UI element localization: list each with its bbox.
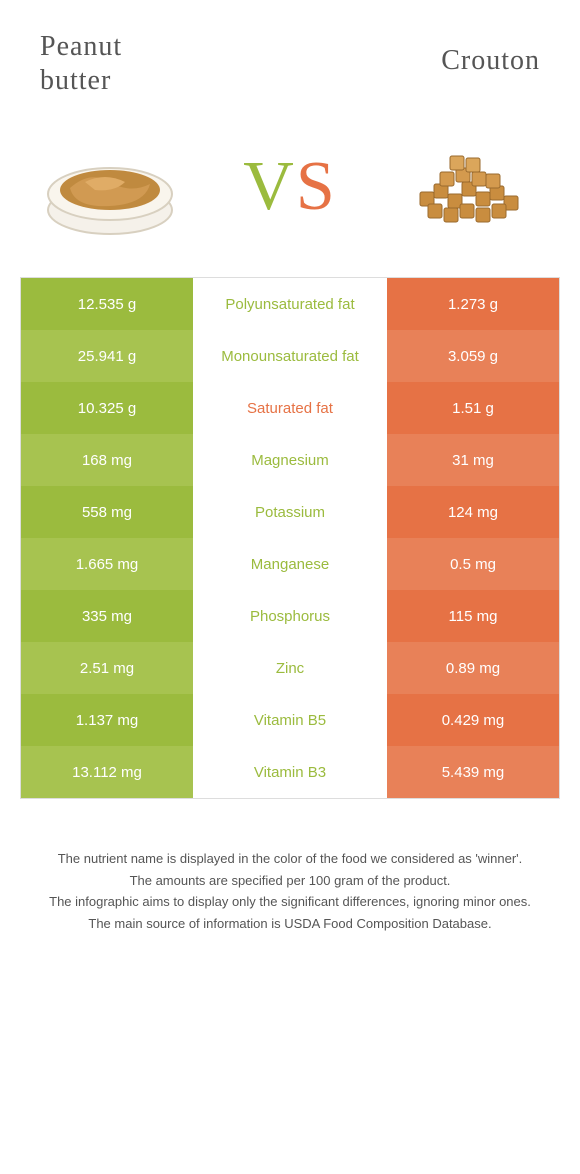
vs-badge: VS bbox=[243, 147, 337, 227]
left-value: 25.941 g bbox=[21, 330, 193, 382]
nutrient-label: Phosphorus bbox=[193, 590, 387, 642]
left-value: 168 mg bbox=[21, 434, 193, 486]
left-value: 335 mg bbox=[21, 590, 193, 642]
nutrient-label: Zinc bbox=[193, 642, 387, 694]
table-row: 25.941 gMonounsaturated fat3.059 g bbox=[21, 330, 559, 382]
left-value: 1.665 mg bbox=[21, 538, 193, 590]
nutrient-label: Vitamin B3 bbox=[193, 746, 387, 798]
peanut-butter-image bbox=[30, 127, 190, 247]
hero-row: VS bbox=[0, 117, 580, 277]
left-value: 2.51 mg bbox=[21, 642, 193, 694]
table-row: 168 mgMagnesium31 mg bbox=[21, 434, 559, 486]
right-value: 31 mg bbox=[387, 434, 559, 486]
right-value: 1.51 g bbox=[387, 382, 559, 434]
left-value: 558 mg bbox=[21, 486, 193, 538]
right-value: 0.5 mg bbox=[387, 538, 559, 590]
nutrient-label: Manganese bbox=[193, 538, 387, 590]
nutrient-label: Monounsaturated fat bbox=[193, 330, 387, 382]
table-row: 335 mgPhosphorus115 mg bbox=[21, 590, 559, 642]
right-value: 5.439 mg bbox=[387, 746, 559, 798]
table-row: 558 mgPotassium124 mg bbox=[21, 486, 559, 538]
right-value: 115 mg bbox=[387, 590, 559, 642]
footnote-line: The infographic aims to display only the… bbox=[30, 892, 550, 912]
header: Peanut butter Crouton bbox=[0, 20, 580, 117]
left-value: 1.137 mg bbox=[21, 694, 193, 746]
vs-letter-s: S bbox=[296, 148, 337, 225]
comparison-table: 12.535 gPolyunsaturated fat1.273 g25.941… bbox=[20, 277, 560, 799]
footnote-line: The main source of information is USDA F… bbox=[30, 914, 550, 934]
nutrient-label: Vitamin B5 bbox=[193, 694, 387, 746]
table-row: 1.137 mgVitamin B50.429 mg bbox=[21, 694, 559, 746]
right-value: 0.89 mg bbox=[387, 642, 559, 694]
right-value: 1.273 g bbox=[387, 278, 559, 330]
footnote-line: The nutrient name is displayed in the co… bbox=[30, 849, 550, 869]
table-row: 2.51 mgZinc0.89 mg bbox=[21, 642, 559, 694]
vs-letter-v: V bbox=[243, 148, 296, 225]
left-value: 10.325 g bbox=[21, 382, 193, 434]
right-value: 124 mg bbox=[387, 486, 559, 538]
nutrient-label: Saturated fat bbox=[193, 382, 387, 434]
right-value: 0.429 mg bbox=[387, 694, 559, 746]
table-row: 1.665 mgManganese0.5 mg bbox=[21, 538, 559, 590]
footnotes: The nutrient name is displayed in the co… bbox=[0, 849, 580, 933]
left-value: 13.112 mg bbox=[21, 746, 193, 798]
left-value: 12.535 g bbox=[21, 278, 193, 330]
nutrient-label: Potassium bbox=[193, 486, 387, 538]
nutrient-label: Polyunsaturated fat bbox=[193, 278, 387, 330]
table-row: 10.325 gSaturated fat1.51 g bbox=[21, 382, 559, 434]
nutrient-label: Magnesium bbox=[193, 434, 387, 486]
right-value: 3.059 g bbox=[387, 330, 559, 382]
food-left-title: Peanut butter bbox=[40, 30, 122, 97]
food-right-title: Crouton bbox=[441, 30, 540, 78]
table-row: 12.535 gPolyunsaturated fat1.273 g bbox=[21, 278, 559, 330]
crouton-image bbox=[390, 127, 550, 247]
footnote-line: The amounts are specified per 100 gram o… bbox=[30, 871, 550, 891]
table-row: 13.112 mgVitamin B35.439 mg bbox=[21, 746, 559, 798]
